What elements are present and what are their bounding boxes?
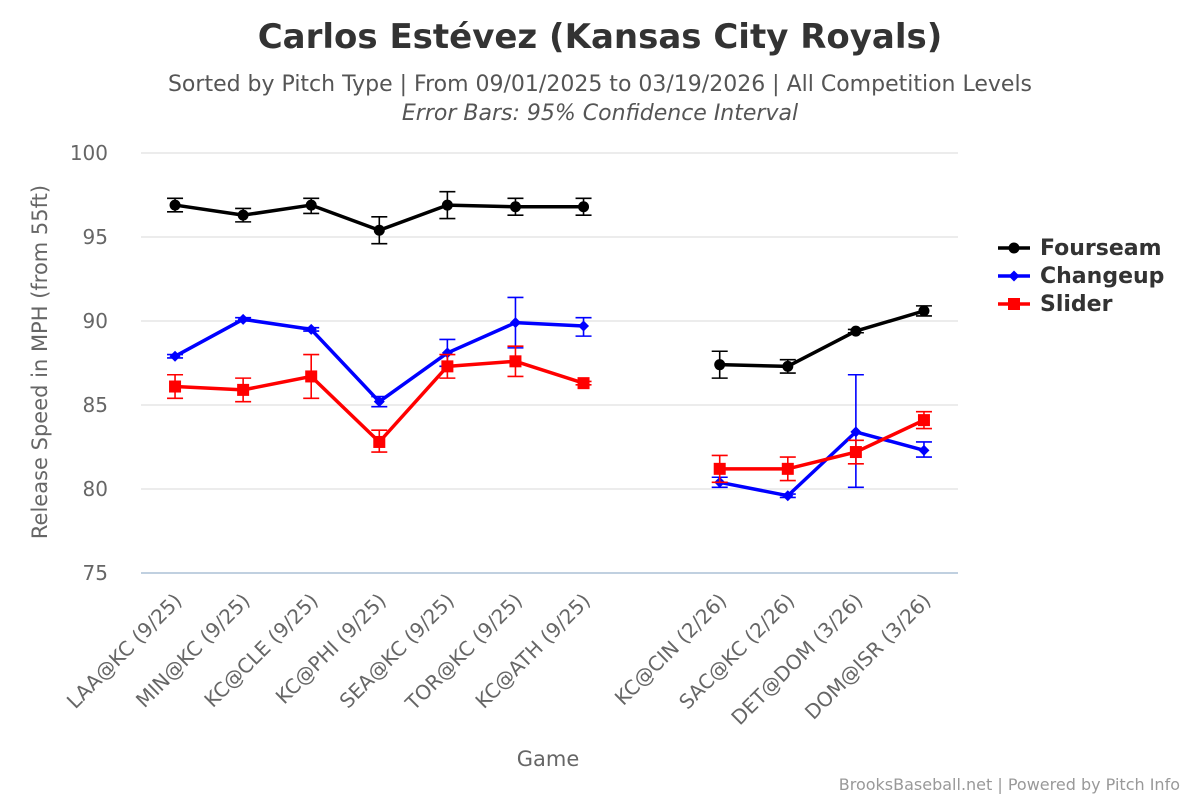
- x-tick-label: DET@DOM (3/26): [726, 589, 867, 730]
- data-point[interactable]: [169, 199, 181, 211]
- data-point[interactable]: [850, 325, 862, 337]
- legend-item-fourseam[interactable]: Fourseam: [998, 236, 1162, 261]
- data-point[interactable]: [578, 320, 590, 332]
- data-point[interactable]: [441, 360, 454, 373]
- data-point[interactable]: [441, 199, 453, 211]
- x-tick-label: TOR@KC (9/25): [400, 589, 527, 716]
- data-point[interactable]: [714, 359, 726, 371]
- x-tick-label: DOM@ISR (3/26): [800, 589, 936, 725]
- data-point[interactable]: [169, 380, 182, 393]
- legend: Fourseam Changeup Slider: [998, 236, 1164, 317]
- y-tick-label: 85: [83, 393, 108, 417]
- chart-title: Carlos Estévez (Kansas City Royals): [258, 17, 943, 57]
- x-axis-title: Game: [517, 747, 580, 771]
- x-tick-label: LAA@KC (9/25): [62, 589, 187, 714]
- y-tick-label: 90: [83, 309, 108, 333]
- data-point[interactable]: [849, 446, 862, 459]
- legend-label: Slider: [1040, 292, 1113, 317]
- data-point[interactable]: [782, 360, 794, 372]
- y-axis-ticks: 75 80 85 90 95 100: [70, 141, 108, 585]
- x-tick-label: SAC@KC (2/26): [674, 589, 799, 714]
- x-tick-label: MIN@KC (9/25): [131, 589, 255, 713]
- legend-marker: [1008, 242, 1020, 254]
- chart-subtitle: Sorted by Pitch Type | From 09/01/2025 t…: [168, 72, 1032, 97]
- data-point[interactable]: [509, 201, 521, 213]
- data-point[interactable]: [509, 317, 521, 329]
- data-point[interactable]: [305, 323, 317, 335]
- data-point[interactable]: [373, 396, 385, 408]
- y-tick-label: 95: [83, 225, 108, 249]
- data-point[interactable]: [918, 444, 930, 456]
- data-point[interactable]: [918, 305, 930, 317]
- data-point[interactable]: [917, 414, 930, 427]
- y-axis-title: Release Speed in MPH (from 55ft): [28, 185, 52, 539]
- legend-marker: [1008, 298, 1020, 310]
- data-point[interactable]: [782, 490, 794, 502]
- data-point[interactable]: [850, 426, 862, 438]
- series-slider: [167, 345, 932, 484]
- data-point[interactable]: [237, 313, 249, 325]
- x-tick-label: SEA@KC (9/25): [335, 589, 459, 713]
- legend-item-changeup[interactable]: Changeup: [998, 264, 1164, 289]
- data-point[interactable]: [169, 350, 181, 362]
- data-point[interactable]: [305, 199, 317, 211]
- chart-subtitle-error-bars: Error Bars: 95% Confidence Interval: [402, 101, 798, 126]
- legend-marker: [1008, 270, 1020, 282]
- legend-label: Changeup: [1040, 264, 1164, 289]
- series-line-slider: [719, 418, 925, 471]
- x-axis-ticks: LAA@KC (9/25)MIN@KC (9/25)KC@CLE (9/25)K…: [62, 589, 936, 730]
- series-changeup: [167, 296, 932, 502]
- data-point[interactable]: [509, 355, 522, 368]
- x-tick-label: KC@ATH (9/25): [470, 589, 595, 714]
- plot-area: [167, 190, 932, 502]
- grid-lines: [141, 152, 958, 574]
- data-point[interactable]: [373, 435, 386, 448]
- series-fourseam: [167, 190, 932, 379]
- data-point[interactable]: [373, 224, 385, 236]
- series-line-changeup: [719, 430, 925, 498]
- y-tick-label: 80: [83, 477, 108, 501]
- data-point[interactable]: [237, 383, 250, 396]
- series-line-fourseam: [719, 309, 925, 369]
- legend-item-slider[interactable]: Slider: [998, 292, 1113, 317]
- legend-label: Fourseam: [1040, 236, 1162, 261]
- data-point[interactable]: [781, 462, 794, 475]
- y-tick-label: 100: [70, 141, 108, 165]
- credits[interactable]: BrooksBaseball.net | Powered by Pitch In…: [839, 775, 1180, 794]
- data-point[interactable]: [578, 201, 590, 213]
- data-point[interactable]: [577, 377, 590, 390]
- data-point[interactable]: [713, 462, 726, 475]
- data-point[interactable]: [305, 370, 318, 383]
- y-tick-label: 75: [83, 561, 108, 585]
- data-point[interactable]: [441, 347, 453, 359]
- data-point[interactable]: [237, 209, 249, 221]
